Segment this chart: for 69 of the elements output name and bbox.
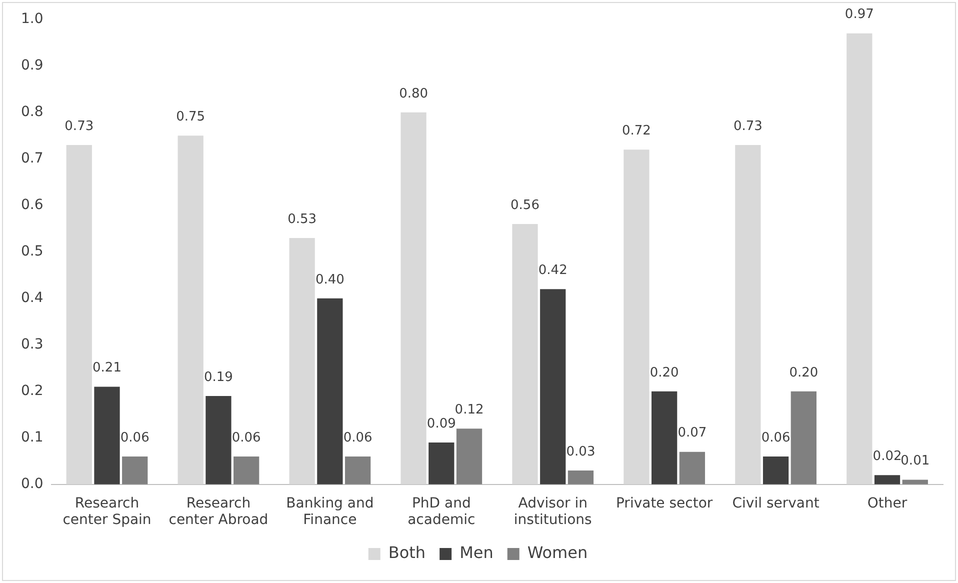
x-tick-label: PhD and academic (408, 495, 476, 528)
data-label: 0.20 (650, 365, 679, 380)
bar (66, 144, 92, 484)
bar (206, 396, 232, 484)
y-tick-label: 0.6 (21, 197, 44, 214)
bar (456, 428, 482, 484)
data-label: 0.02 (872, 448, 902, 464)
data-label: 0.20 (789, 365, 818, 380)
data-label: 0.06 (761, 430, 790, 446)
y-tick-label: 0.4 (21, 290, 44, 306)
legend-label: Men (460, 543, 494, 562)
x-tick-label: Research center Abroad (168, 495, 268, 528)
data-label: 0.07 (678, 426, 707, 441)
bar (679, 452, 706, 484)
bar (122, 456, 148, 484)
bar (874, 475, 900, 484)
data-label: 0.21 (92, 360, 122, 376)
y-tick-label: 0.0 (21, 476, 44, 492)
bar (735, 144, 761, 484)
y-tick-label: 0.2 (21, 383, 44, 400)
bar (289, 238, 315, 484)
bar (652, 391, 678, 484)
bar (94, 386, 120, 484)
data-label: 0.53 (288, 212, 317, 227)
x-tick-label: Research center Spain (62, 495, 152, 528)
legend-label: Both (388, 543, 426, 562)
bar (846, 33, 872, 484)
y-tick-label: 0.9 (21, 58, 44, 74)
data-label: 0.01 (900, 454, 930, 469)
y-tick-label: 1.0 (21, 11, 44, 28)
y-tick-label: 0.7 (21, 150, 44, 167)
data-label: 0.06 (232, 430, 261, 446)
data-label: 0.75 (176, 110, 206, 125)
bar (344, 456, 371, 484)
x-tick-label: Other (867, 495, 908, 512)
bar (540, 289, 566, 484)
y-tick-label: 0.5 (21, 244, 44, 260)
y-tick-label: 0.1 (21, 430, 44, 446)
bar (317, 298, 343, 484)
y-tick-label: 0.8 (21, 104, 44, 120)
data-label: 0.12 (454, 402, 484, 418)
x-tick-label: Banking and Finance (286, 495, 374, 528)
data-label: 0.40 (315, 272, 344, 288)
legend-label: Women (527, 543, 588, 562)
bar (234, 456, 260, 484)
data-label: 0.80 (399, 86, 428, 102)
data-label: 0.06 (120, 430, 150, 446)
bar (568, 470, 594, 484)
data-label: 0.42 (538, 262, 568, 278)
bar (428, 442, 454, 484)
data-label: 0.72 (622, 123, 651, 138)
data-label: 0.56 (510, 198, 540, 213)
y-tick-label: 0.3 (21, 336, 44, 353)
bar (512, 224, 538, 484)
data-label: 0.06 (343, 430, 372, 446)
data-label: 0.73 (64, 118, 94, 134)
bar (400, 112, 426, 484)
data-label: 0.03 (566, 444, 596, 460)
bar (790, 391, 816, 484)
bar (178, 136, 204, 484)
bar (762, 456, 789, 484)
x-tick-label: Civil servant (732, 495, 820, 512)
x-tick-label: Advisor in institutions (514, 495, 592, 528)
data-label: 0.09 (426, 416, 456, 432)
x-tick-label: Private sector (616, 495, 713, 512)
data-label: 0.73 (733, 118, 762, 134)
data-label: 0.97 (844, 7, 874, 22)
data-label: 0.19 (204, 370, 233, 385)
bar (624, 150, 650, 484)
